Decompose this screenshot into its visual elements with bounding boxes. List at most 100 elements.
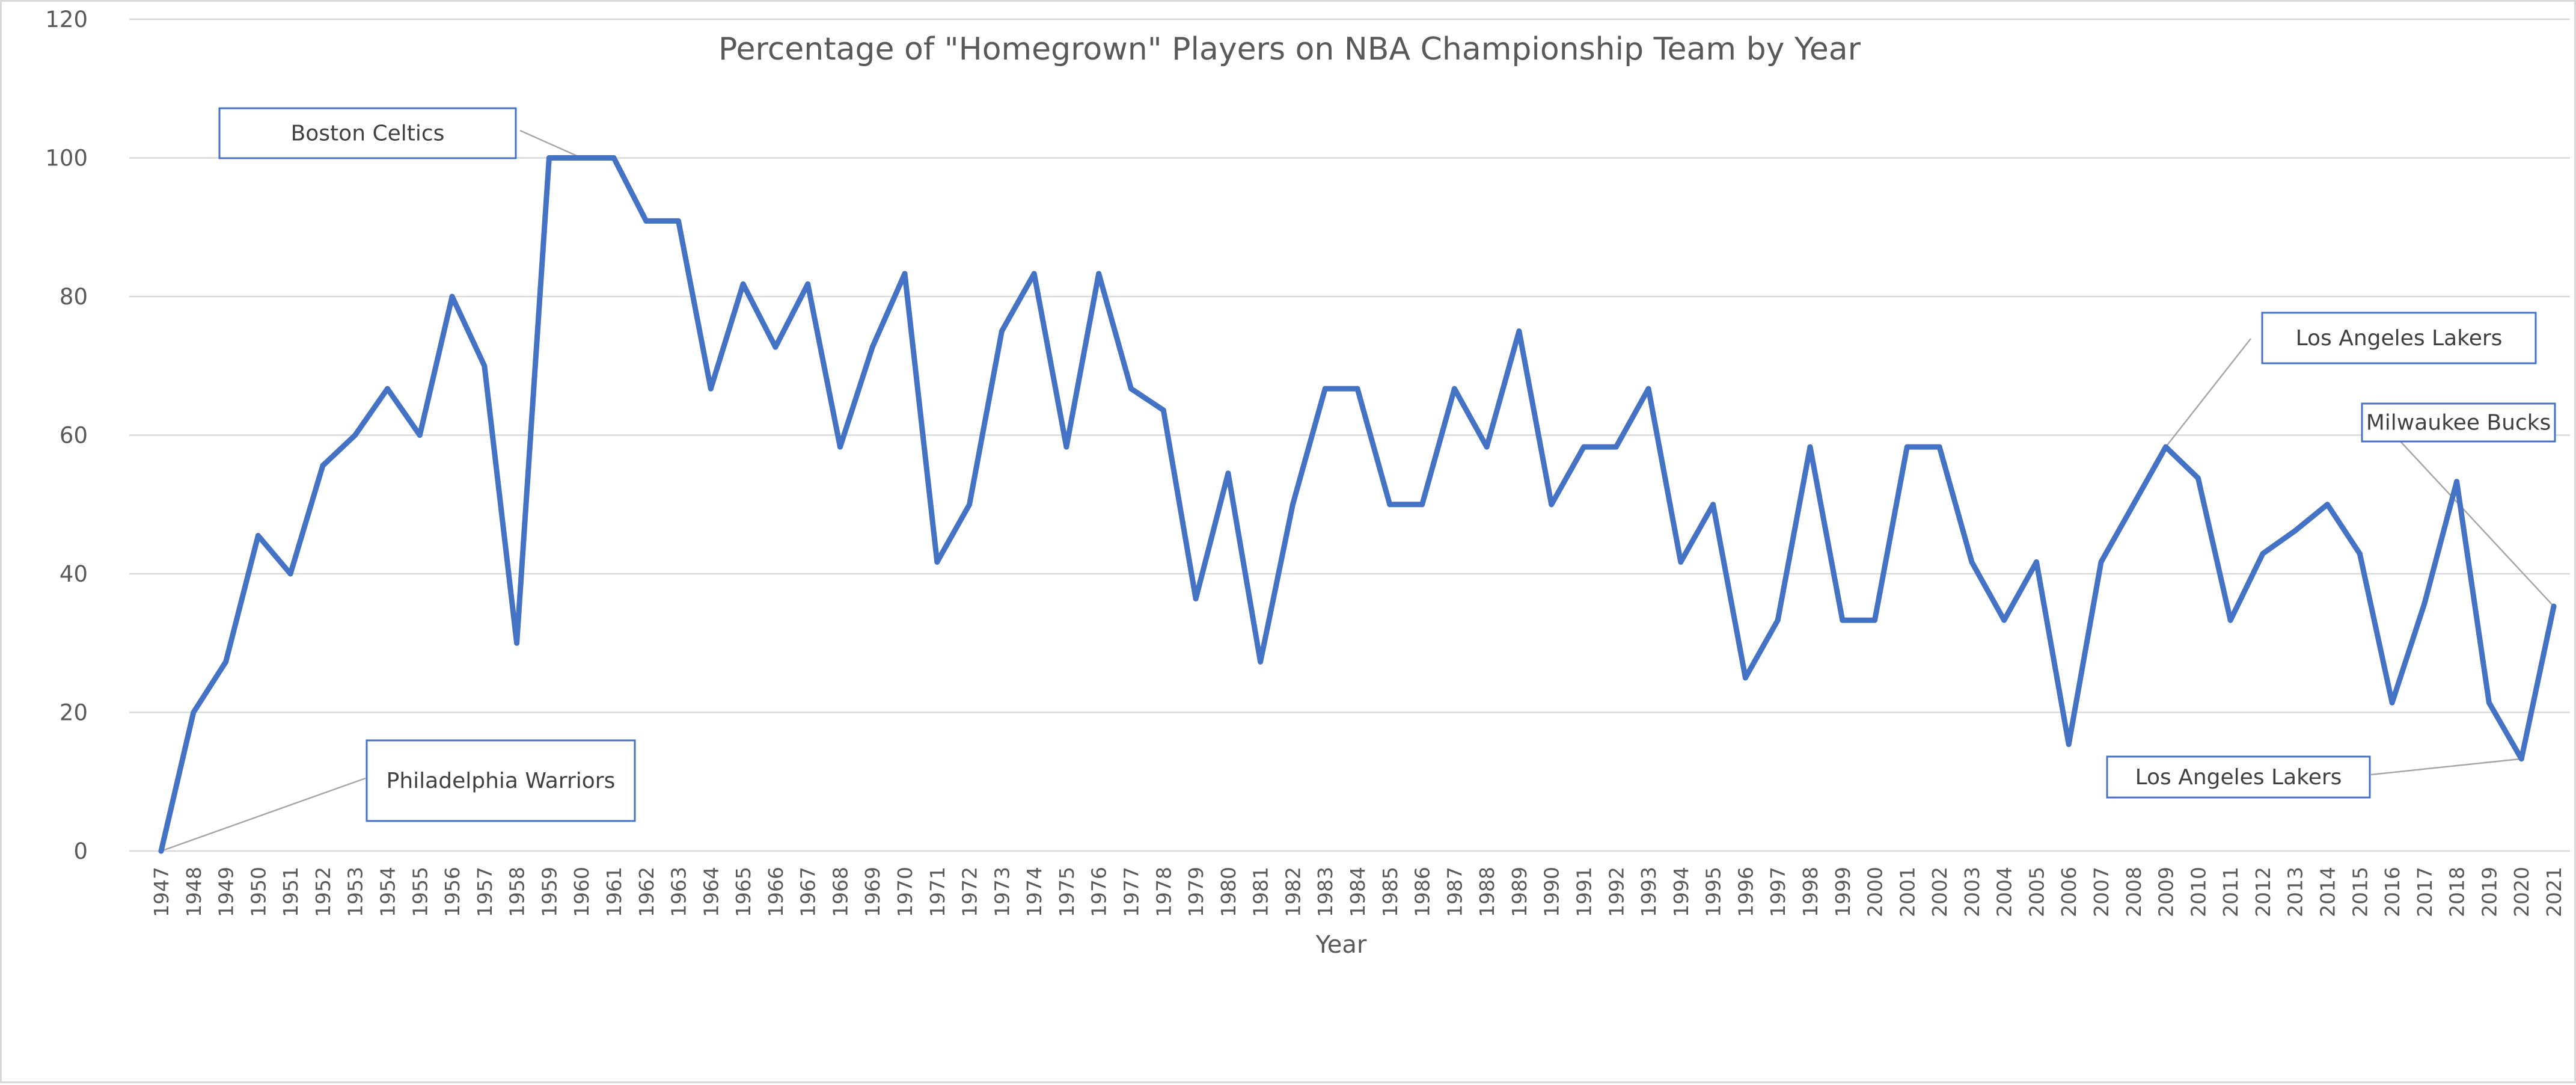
callout-label: Philadelphia Warriors [387,769,616,793]
x-tick-label: 1975 [1055,867,1078,917]
y-axis-ticks: 0 20 40 60 80 100 120 [45,7,88,864]
data-point [611,155,617,161]
x-tick-label: 2010 [2186,867,2210,917]
data-point [2033,559,2039,565]
x-tick-label: 1952 [311,867,335,917]
x-tick-label: 1997 [1766,867,1790,917]
data-point [1031,271,1037,277]
x-tick-label: 1973 [990,867,1014,917]
data-point [384,386,390,392]
data-point [1742,675,1748,681]
x-tick-label: 2001 [1895,867,1919,917]
callout-label: Milwaukee Bucks [2366,411,2551,435]
x-tick-label: 1993 [1637,867,1660,917]
data-point [1193,595,1199,601]
x-tick-label: 2002 [1928,867,1951,917]
x-tick-label: 1963 [667,867,691,917]
data-point [2195,475,2201,481]
x-tick-label: 2017 [2413,867,2437,917]
y-tick-label: 60 [60,423,88,449]
data-point [287,571,293,577]
data-point [2454,479,2460,485]
x-tick-label: 1959 [537,867,561,917]
x-tick-label: 2005 [2025,867,2048,917]
data-point [1160,407,1166,413]
x-tick-label: 2015 [2348,867,2372,917]
chart-title: Percentage of "Homegrown" Players on NBA… [718,31,1861,67]
x-tick-label: 1949 [215,867,238,917]
x-tick-label: 1968 [828,867,852,917]
data-point [2227,617,2233,623]
x-tick-label: 2014 [2316,867,2340,917]
x-tick-label: 2016 [2381,867,2404,917]
callout-box [2106,755,2371,799]
callout-box [2261,312,2537,364]
data-point [546,155,552,161]
data-point [1063,444,1069,450]
gridlines [129,18,2570,852]
x-tick-label: 1971 [926,867,949,917]
x-tick-label: 1977 [1120,867,1143,917]
x-tick-label: 1974 [1023,867,1046,917]
x-tick-label: 1981 [1249,867,1273,917]
data-point [2163,444,2169,450]
y-tick-label: 80 [60,284,88,310]
x-tick-label: 1967 [797,867,820,917]
x-tick-label: 1996 [1734,867,1757,917]
x-tick-label: 2018 [2446,867,2469,917]
data-point [449,294,455,300]
data-point [1872,617,1878,623]
x-tick-label: 1951 [279,867,302,917]
x-tick-label: 1999 [1831,867,1855,917]
x-tick-label: 1984 [1346,867,1369,917]
data-point [2131,502,2137,508]
callout-leaders [161,129,2554,852]
data-point [223,659,229,665]
data-point [837,444,843,450]
x-tick-label: 1964 [699,867,723,917]
data-point [578,155,584,161]
callout-box [2361,402,2556,443]
x-tick-label: 1956 [441,867,464,917]
data-point [1969,559,1975,565]
x-tick-label: 1978 [1152,867,1175,917]
callout-leader-line [2165,338,2251,447]
x-tick-label: 1948 [182,867,206,917]
x-tick-label: 2012 [2251,867,2275,917]
data-point [643,218,649,224]
x-tick-label: 2019 [2477,867,2501,917]
data-point [1225,470,1231,476]
x-tick-label: 1958 [506,867,529,917]
x-tick-label: 2008 [2122,867,2146,917]
x-tick-label: 1979 [1184,867,1208,917]
x-tick-label: 1954 [376,867,399,917]
data-point [1258,659,1264,665]
data-point [1096,271,1102,277]
data-point [2486,699,2492,705]
x-tick-label: 1998 [1799,867,1822,917]
x-tick-label: 1992 [1605,867,1628,917]
data-point [934,559,940,565]
data-point [191,710,197,715]
y-tick-label: 100 [45,146,88,171]
x-tick-label: 1990 [1540,867,1564,917]
data-point [740,281,746,287]
x-tick-label: 1953 [344,867,367,917]
x-tick-label: 1950 [246,867,270,917]
x-tick-label: 1961 [602,867,626,917]
data-point [1613,444,1619,450]
data-point [482,363,488,369]
x-tick-label: 1985 [1378,867,1402,917]
data-point [708,386,714,392]
callout-leader-line [519,129,582,159]
data-point [1645,386,1651,392]
data-point [676,218,682,224]
x-tick-label: 1976 [1088,867,1111,917]
callout-label: Los Angeles Lakers [2296,326,2503,351]
data-point [514,640,520,646]
x-tick-label: 1965 [732,867,755,917]
x-tick-label: 2011 [2219,867,2242,917]
callout-box [366,739,636,822]
x-tick-label: 1957 [473,867,497,917]
data-point [2098,559,2104,565]
